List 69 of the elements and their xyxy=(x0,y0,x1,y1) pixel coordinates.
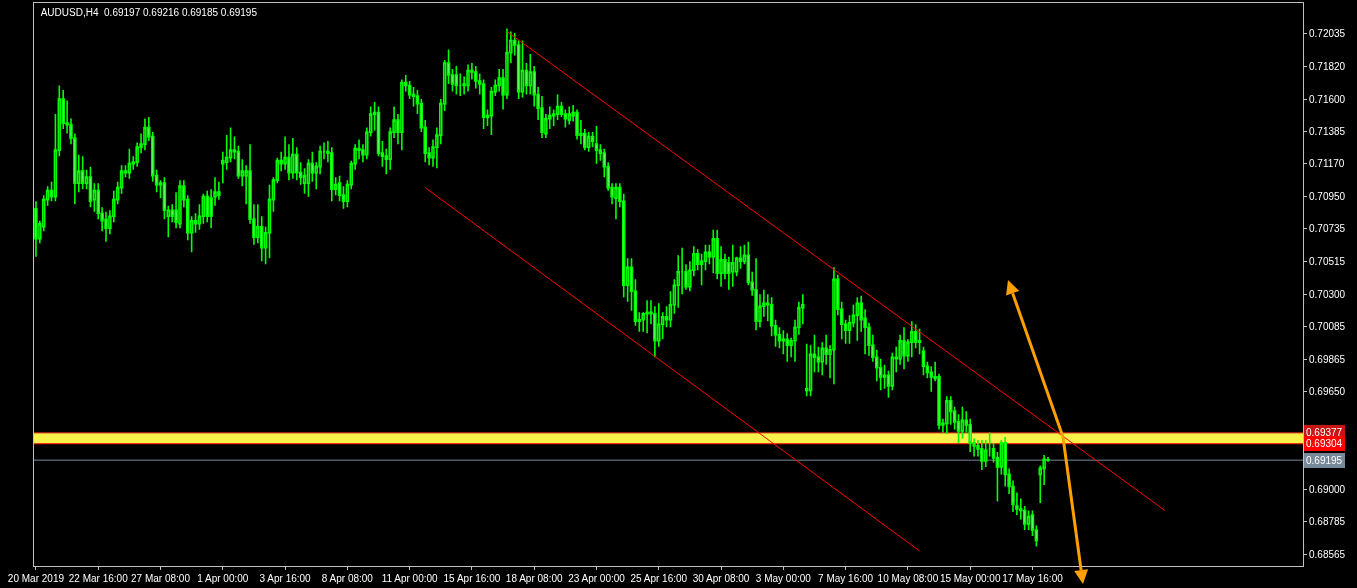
candlestick xyxy=(711,228,716,275)
candlestick xyxy=(143,117,147,151)
candlestick xyxy=(127,147,132,180)
x-tick-label: 30 Apr 08:00 xyxy=(692,573,750,584)
y-tick-label: 0.69000 xyxy=(1309,483,1346,495)
y-tick-label: 0.70950 xyxy=(1309,191,1346,203)
y-tick-label: 0.70300 xyxy=(1309,288,1346,300)
candlestick xyxy=(902,326,906,371)
candlestick xyxy=(804,343,809,398)
x-tick-label: 18 Apr 08:00 xyxy=(505,573,563,584)
y-tick-label: 0.68565 xyxy=(1309,549,1346,561)
candlestick xyxy=(960,406,965,440)
x-tick-label: 25 Apr 16:00 xyxy=(630,573,688,584)
x-tick-label: 20 Mar 2019 xyxy=(7,573,65,584)
candlestick xyxy=(520,39,525,99)
candlestick xyxy=(929,365,934,393)
x-tick-label: 15 May 00:00 xyxy=(939,573,1001,584)
x-tick-label: 15 Apr 16:00 xyxy=(443,573,501,584)
x-tick-label: 17 May 16:00 xyxy=(1002,573,1064,584)
x-tick-label: 22 Mar 16:00 xyxy=(68,573,129,584)
x-tick-label: 23 Apr 00:00 xyxy=(568,573,626,584)
y-tick-label: 0.69865 xyxy=(1309,354,1346,366)
candlestick xyxy=(754,257,758,332)
candlestick xyxy=(178,179,182,229)
candlestick xyxy=(575,108,579,141)
x-tick-label: 3 May 00:00 xyxy=(755,573,812,584)
x-tick-label: 3 Apr 16:00 xyxy=(259,573,312,584)
candlestick xyxy=(730,243,735,288)
candlestick xyxy=(567,105,571,126)
y-tick-label: 0.71385 xyxy=(1309,125,1346,137)
x-tick-label: 8 Apr 08:00 xyxy=(321,573,374,584)
candlestick xyxy=(454,65,459,96)
y-tick-label: 0.68785 xyxy=(1309,516,1346,528)
candlestick xyxy=(785,332,789,363)
candlestick xyxy=(400,78,404,151)
ref-line-label: 0.69195 xyxy=(1306,455,1343,466)
y-tick-label: 0.69650 xyxy=(1309,386,1346,398)
candlestick xyxy=(614,182,618,220)
x-tick-label: 7 May 16:00 xyxy=(818,573,874,584)
candlestick xyxy=(590,131,595,148)
ref-line-label: 0.69377 xyxy=(1306,427,1343,438)
candlestick xyxy=(594,125,599,165)
y-tick-label: 0.71170 xyxy=(1309,158,1345,170)
candlestick xyxy=(855,296,860,342)
candlestick xyxy=(291,137,295,180)
x-tick-label: 1 Apr 00:00 xyxy=(197,573,249,584)
chart-title: AUDUSD,H4 0.69197 0.69216 0.69185 0.69195 xyxy=(40,7,258,19)
candlestick xyxy=(88,165,93,208)
ref-line-label: 0.69304 xyxy=(1306,438,1343,449)
candlestick xyxy=(910,320,914,359)
y-tick-label: 0.71820 xyxy=(1309,60,1346,72)
candlestick xyxy=(586,131,591,153)
x-tick-label: 11 Apr 00:00 xyxy=(381,573,439,584)
candlestick xyxy=(80,155,85,190)
candlestick xyxy=(980,439,984,471)
y-tick-label: 0.70085 xyxy=(1309,321,1346,333)
candlestick xyxy=(466,63,470,93)
y-tick-label: 0.70735 xyxy=(1309,223,1346,235)
candlestick xyxy=(945,395,949,435)
candlestick xyxy=(832,266,836,386)
y-tick-label: 0.70515 xyxy=(1309,256,1346,268)
candlestick xyxy=(917,327,922,356)
candlestick xyxy=(104,210,108,243)
candlestick xyxy=(645,299,649,335)
x-tick-label: 10 May 08:00 xyxy=(877,573,939,584)
y-tick-label: 0.71600 xyxy=(1309,93,1346,105)
x-tick-label: 27 Mar 08:00 xyxy=(131,573,191,584)
candlestick xyxy=(34,200,38,258)
y-tick-label: 0.72035 xyxy=(1309,28,1346,40)
